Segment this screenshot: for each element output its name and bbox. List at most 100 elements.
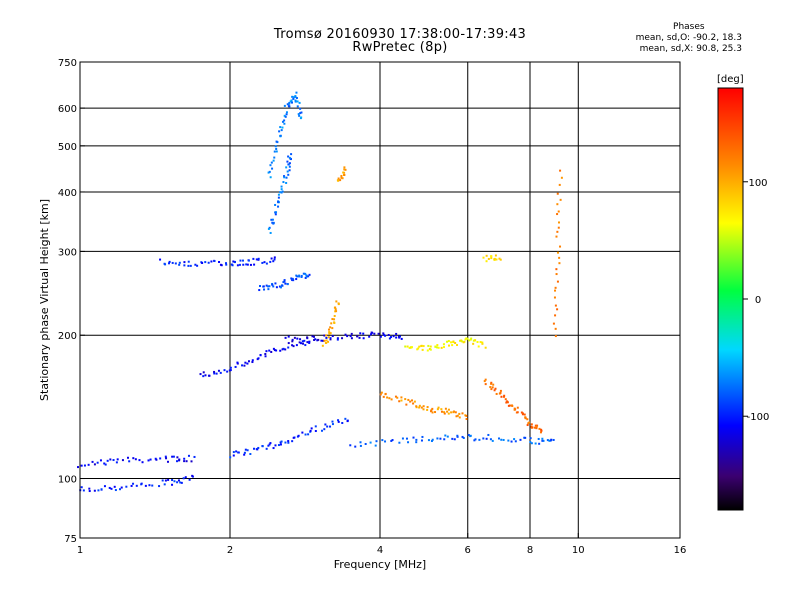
- data-point: [305, 274, 308, 277]
- data-point: [272, 159, 275, 162]
- data-point: [331, 327, 334, 330]
- data-point: [171, 483, 174, 486]
- data-point: [341, 421, 344, 424]
- data-point: [513, 408, 516, 411]
- data-point: [177, 479, 180, 482]
- data-point: [268, 170, 271, 173]
- data-point: [305, 275, 308, 278]
- data-point: [191, 474, 194, 477]
- data-point: [298, 114, 301, 117]
- data-point: [294, 100, 297, 103]
- data-point: [302, 342, 305, 345]
- data-point: [288, 165, 291, 168]
- data-point: [234, 365, 237, 368]
- data-point: [464, 338, 467, 341]
- data-point: [481, 341, 484, 344]
- data-point: [413, 400, 416, 403]
- data-point: [404, 345, 407, 348]
- data-point: [387, 333, 390, 336]
- data-point: [382, 395, 385, 398]
- data-point: [164, 479, 167, 482]
- data-point: [182, 477, 185, 480]
- data-point: [290, 153, 293, 156]
- data-point: [296, 105, 299, 108]
- colorbar-tick-label: 0: [755, 295, 761, 306]
- data-point: [183, 264, 186, 267]
- data-point: [199, 373, 202, 376]
- data-point: [540, 428, 543, 431]
- data-point: [295, 97, 298, 100]
- data-point: [391, 439, 394, 442]
- colorbar-gradient: [717, 87, 744, 511]
- data-point: [404, 398, 407, 401]
- data-point: [299, 107, 302, 110]
- data-point: [499, 258, 502, 261]
- data-point: [442, 346, 445, 349]
- data-point: [541, 437, 544, 440]
- data-point: [279, 191, 282, 194]
- data-point: [442, 343, 445, 346]
- data-point: [333, 318, 336, 321]
- data-point: [290, 277, 293, 280]
- data-point: [323, 334, 326, 337]
- data-point: [440, 408, 443, 411]
- y-axis-label: Stationary phase Virtual Height [km]: [38, 199, 51, 401]
- data-point: [371, 331, 374, 334]
- data-point: [166, 460, 169, 463]
- data-point: [271, 221, 274, 224]
- data-point: [311, 335, 314, 338]
- y-tick-label: 400: [58, 188, 77, 199]
- data-point: [274, 211, 277, 214]
- data-point: [132, 457, 135, 460]
- data-point: [412, 402, 415, 405]
- data-point: [485, 254, 488, 257]
- data-point: [290, 101, 293, 104]
- data-point: [285, 113, 288, 116]
- data-point: [300, 274, 303, 277]
- data-point: [291, 338, 294, 341]
- data-point: [466, 337, 469, 340]
- data-point: [417, 347, 420, 350]
- data-point: [382, 332, 385, 335]
- data-point: [91, 460, 94, 463]
- data-point: [183, 460, 186, 463]
- data-point: [82, 489, 85, 492]
- data-point: [272, 285, 275, 288]
- data-point: [120, 486, 123, 489]
- data-point: [531, 426, 534, 429]
- data-point: [356, 335, 359, 338]
- data-point: [184, 476, 187, 479]
- data-point: [405, 403, 408, 406]
- data-point: [283, 119, 286, 122]
- data-point: [447, 412, 450, 415]
- data-point: [364, 443, 367, 446]
- data-point: [247, 259, 250, 262]
- data-point: [524, 417, 527, 420]
- data-point: [554, 286, 557, 289]
- data-point: [174, 262, 177, 265]
- data-point: [333, 314, 336, 317]
- data-point: [388, 397, 391, 400]
- data-point: [398, 400, 401, 403]
- data-point: [426, 408, 429, 411]
- data-point: [335, 310, 338, 313]
- data-point: [493, 258, 496, 261]
- data-point: [476, 341, 479, 344]
- data-point: [558, 262, 561, 265]
- data-point: [448, 344, 451, 347]
- data-point: [283, 175, 286, 178]
- data-point: [304, 344, 307, 347]
- data-point: [368, 335, 371, 338]
- data-point: [269, 164, 272, 167]
- data-point: [130, 484, 133, 487]
- data-point: [341, 337, 344, 340]
- data-point: [273, 258, 276, 261]
- data-point: [275, 286, 278, 289]
- data-point: [400, 396, 403, 399]
- data-point: [335, 300, 338, 303]
- data-point: [472, 339, 475, 342]
- data-point: [556, 213, 559, 216]
- data-point: [322, 339, 325, 342]
- data-point: [546, 439, 549, 442]
- data-point: [263, 261, 266, 264]
